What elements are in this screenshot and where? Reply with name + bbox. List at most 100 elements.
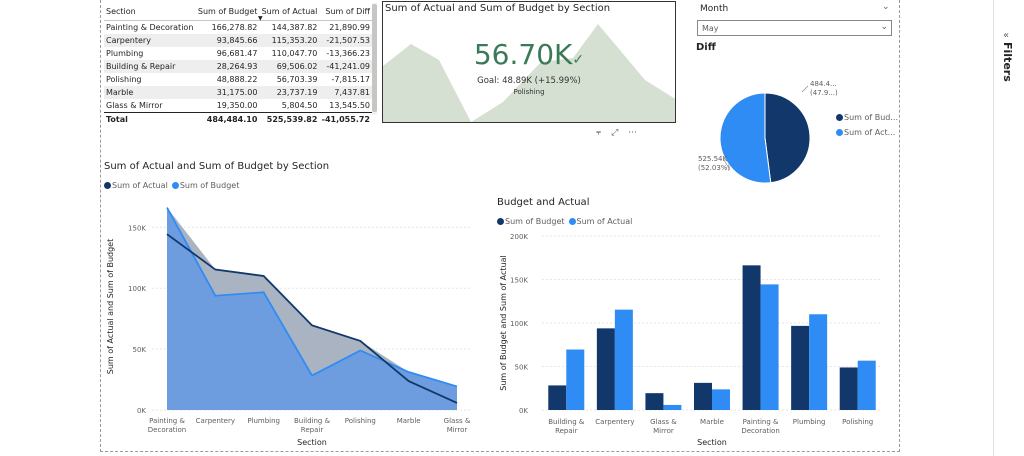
legend-item-budget[interactable]: Sum of Budget [497,217,565,226]
x-tick-label: Marble [700,418,724,426]
x-axis-title: Section [697,438,727,447]
report-canvas [100,0,900,452]
bar-budget [694,382,712,410]
cell-budget: 93,845.66 [195,34,260,47]
section-table[interactable]: Section Sum of Budget Sum of Actual Sum … [104,2,372,126]
bar-actual [614,309,633,410]
table-row[interactable]: Carpentery 93,845.66 115,353.20 -21,507.53 [104,34,372,47]
table-header-row: Section Sum of Budget Sum of Actual Sum … [104,2,372,21]
cell-actual: 23,737.19 [259,86,320,99]
more-options-icon[interactable]: ··· [628,128,637,138]
cell-actual: 5,804.50 [281,101,318,110]
col-header-budget[interactable]: Sum of Budget [195,2,260,21]
y-tick-label: 100K [510,320,528,328]
legend-item-actual[interactable]: Sum of Actual [568,217,632,226]
x-tick-label: Plumbing [793,418,826,426]
area-chart-legend: Sum of Actual Sum of Budget [104,181,239,190]
x-tick-label: Painting & [149,417,185,425]
pie-label-budget: 484.4... (47.9...) [810,80,838,97]
table-row[interactable]: Plumbing 96,681.47 110,047.70 -13,366.23 [104,47,372,60]
x-tick-label: Repair [301,426,324,434]
x-tick-label: Painting & [743,418,779,426]
month-slicer-value: May [702,24,719,33]
bar-budget [742,265,761,410]
y-tick-label: 150K [510,277,528,285]
line-budget [166,207,458,388]
table-row[interactable]: Polishing 48,888.22 56,703.39 -7,815.17 [104,73,372,86]
slicer-collapse-chevron-icon[interactable]: ⌄ [882,2,890,12]
sort-descending-icon[interactable]: ▼ [258,15,263,22]
x-tick-label: Repair [555,427,578,435]
cell-budget: 31,175.00 [195,86,260,99]
filters-pane-label[interactable]: Filters [1001,42,1014,82]
focus-mode-icon[interactable]: ⤢ [611,128,619,138]
total-label: Total [104,112,196,126]
kpi-value: 56.70K✓ [473,38,585,71]
cell-budget: 166,278.82 [211,23,258,32]
x-tick-label: Carpentery [196,417,235,425]
cell-actual: 115,353.20 [259,34,320,47]
bar-budget [791,325,810,410]
cell-diff: -41,241.09 [319,60,372,73]
bar-budget [645,393,664,410]
y-tick-label: 50K [515,364,529,372]
cell-diff: 7,437.81 [319,86,372,99]
cell-diff: -7,815.17 [331,75,370,84]
col-header-diff[interactable]: Sum of Diff [319,2,372,21]
x-tick-label: Mirror [447,426,468,434]
x-tick-label: Polishing [345,417,376,425]
cell-section: Painting & Decoration [106,23,194,32]
kpi-title: Sum of Actual and Sum of Budget by Secti… [385,3,611,14]
table-row[interactable]: Glass & Mirror 19,350.00 5,804.50 13,545.50 [104,99,372,113]
total-actual: 525,539.82 [259,112,320,126]
area-chart[interactable]: 0K 50K 100K 150K Painting &Decoration Carpent… [100,195,485,450]
filter-icon[interactable]: ⫧ [596,128,602,138]
cell-actual: 56,703.39 [276,75,318,84]
table-scrollbar-thumb[interactable] [372,4,377,112]
bar-chart-legend: Sum of Budget Sum of Actual [497,217,632,226]
cell-actual: 110,047.70 [271,49,318,58]
pie-slice-budget [764,92,811,184]
x-tick-label: Carpentery [595,418,634,426]
x-tick-label: Building & [294,417,331,425]
legend-item-budget[interactable]: Sum of Budget [171,181,239,190]
bar-actual [760,284,779,410]
cell-budget: 28,264.93 [195,60,260,73]
y-tick-label: 0K [137,407,146,415]
cell-diff: 21,890.99 [329,23,370,32]
cell-section: Glass & Mirror [106,101,163,110]
table-row[interactable]: Painting & Decoration 166,278.82 144,387.8… [104,21,372,35]
table-row[interactable]: Marble 31,175.00 23,737.19 7,437.81 [104,86,372,99]
x-axis-title: Section [297,438,327,447]
visual-header-toolbar: ⫧ ⤢ ··· [596,128,637,138]
table-row[interactable]: Building & Repair 28,264.93 69,506.02 -41,2… [104,60,372,73]
x-tick-label: Marble [397,417,421,425]
bar-budget [548,385,567,410]
chevron-down-icon: ⌄ [880,22,888,32]
cell-section: Building & Repair [104,60,196,73]
y-tick-label: 0K [519,407,528,415]
y-tick-label: 100K [128,285,146,293]
legend-item-actual[interactable]: Sum of Actual [104,181,168,190]
area-budget-fill [167,207,457,410]
bar-actual [809,314,828,410]
bar-chart[interactable]: 0K 50K 100K 150K 200K Building &Repair Carpent… [490,228,885,450]
pie-legend-actual[interactable]: Sum of Act... [836,128,895,137]
col-header-section[interactable]: Section [104,2,196,21]
cell-section: Plumbing [106,49,144,58]
diff-pie-chart[interactable] [690,60,890,190]
cell-section: Carpentery [104,34,196,47]
month-slicer-dropdown[interactable]: May ⌄ [697,20,892,36]
pie-legend-budget[interactable]: Sum of Bud... [836,113,898,122]
filters-pane-collapsed[interactable] [993,0,1024,456]
pie-leader-line [723,159,731,171]
cell-budget: 48,888.22 [216,75,258,84]
line-actual [166,233,458,404]
bar-actual [712,389,730,410]
kpi-trend-background [383,24,675,122]
col-header-actual[interactable]: Sum of Actual [259,2,320,21]
kpi-card[interactable]: Sum of Actual and Sum of Budget by Secti… [382,1,676,123]
expand-filters-chevron-icon[interactable]: « [1003,30,1010,41]
cell-budget: 96,681.47 [216,49,258,58]
y-tick-label: 200K [510,233,528,241]
